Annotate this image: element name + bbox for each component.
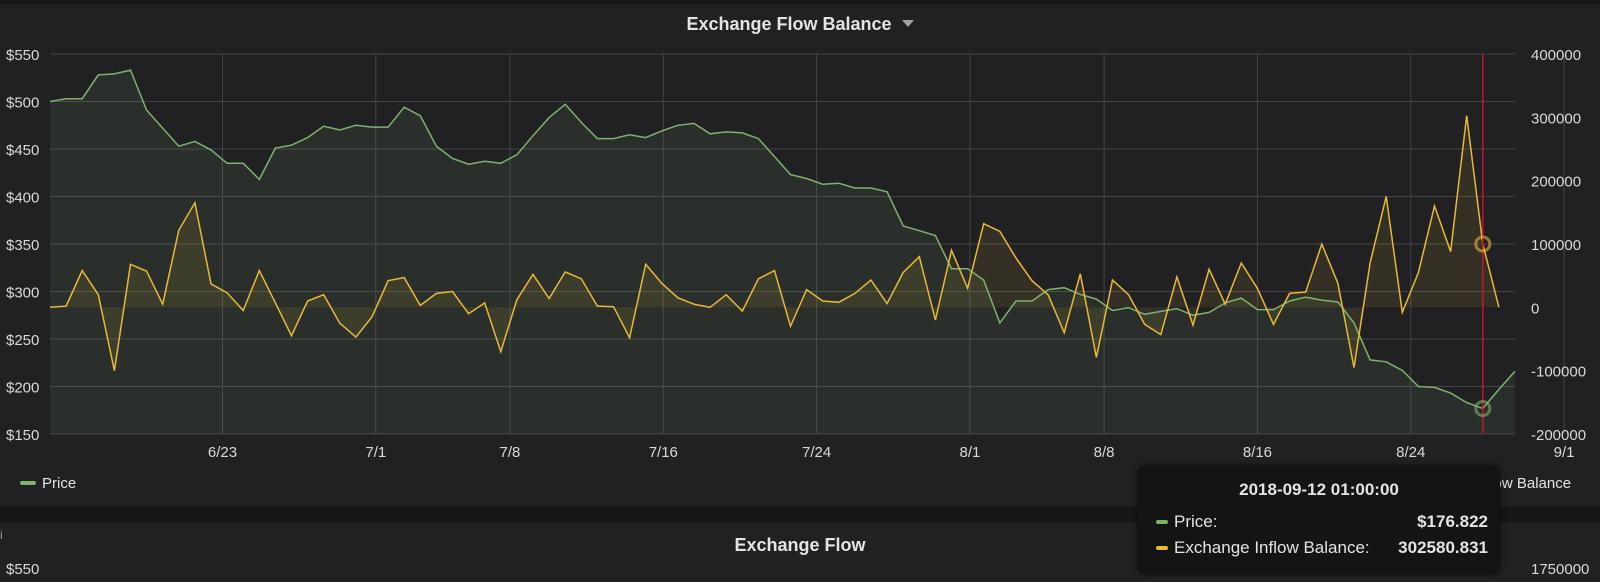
- legend-price-label: Price: [42, 475, 77, 492]
- x-tick-label: 8/1: [960, 444, 981, 461]
- right-tick-label: -100000: [1531, 364, 1586, 381]
- left-tick-label: $350: [6, 237, 39, 254]
- tooltip-inflow-label: Exchange Inflow Balance:: [1174, 538, 1370, 557]
- x-tick-label: 7/8: [500, 444, 521, 461]
- right-axis-ticks: -200000 -100000 0 100000 200000 300000 400000: [1531, 47, 1586, 444]
- x-tick-label: 9/1: [1554, 444, 1575, 461]
- info-icon[interactable]: i: [0, 528, 3, 542]
- chart-svg[interactable]: $150 $200 $250 $300 $350 $400 $450 $500 $550 -20…: [0, 0, 1600, 506]
- panel-title-text[interactable]: Exchange Flow Balance: [686, 14, 892, 34]
- left-tick-label: $300: [6, 285, 39, 302]
- x-tick-label: 7/16: [649, 444, 678, 461]
- legend-inflow-label: flow Balance: [1486, 475, 1572, 492]
- x-tick-label: 6/23: [208, 444, 237, 461]
- x-tick-label: 8/16: [1243, 444, 1272, 461]
- right-tick-label: -200000: [1531, 427, 1586, 444]
- left-tick-label: $200: [6, 380, 39, 397]
- panel-title[interactable]: Exchange Flow Balance: [0, 14, 1600, 35]
- chevron-down-icon[interactable]: [901, 19, 914, 27]
- tooltip-row-inflow: Exchange Inflow Balance: 302580.831: [1156, 538, 1488, 558]
- tooltip-price-value: $176.822: [1417, 512, 1488, 531]
- legend-item-price[interactable]: Price: [20, 475, 76, 492]
- grid-lines: [50, 53, 1565, 435]
- series-line-0: [49, 69, 1516, 410]
- series-line-1: [49, 115, 1500, 371]
- right-tick-label: 400000: [1531, 47, 1581, 64]
- price-swatch: [20, 481, 36, 486]
- hover-tooltip: 2018-09-12 01:00:00 Price: $176.822 Exch…: [1138, 466, 1500, 574]
- right-tick-label: 300000: [1531, 110, 1581, 127]
- price-hover-point: [1474, 400, 1492, 418]
- tooltip-inflow-swatch: [1156, 545, 1168, 550]
- tooltip-price-swatch: [1156, 519, 1168, 524]
- left-tick-label: $400: [6, 190, 39, 207]
- right-tick-label: 100000: [1531, 237, 1581, 254]
- series-lines: [49, 69, 1516, 410]
- left-tick-label: $450: [6, 142, 39, 159]
- x-tick-label: 7/24: [802, 444, 831, 461]
- exchange-flow-balance-panel: [0, 4, 1600, 506]
- inflow-hover-point: [1474, 235, 1492, 253]
- x-tick-label: 8/24: [1396, 444, 1425, 461]
- right-tick-label: 0: [1531, 300, 1539, 317]
- series-area-0: [50, 70, 1515, 434]
- x-tick-label: 8/8: [1094, 444, 1115, 461]
- tooltip-price-label: Price:: [1174, 512, 1218, 531]
- panel2-left-tick: $550: [6, 561, 40, 578]
- left-tick-label: $250: [6, 332, 39, 349]
- tooltip-row-price: Price: $176.822: [1156, 512, 1488, 532]
- right-tick-label: 200000: [1531, 174, 1581, 191]
- x-tick-label: 7/1: [365, 444, 386, 461]
- left-tick-label: $150: [6, 427, 39, 444]
- left-axis-ticks: $150 $200 $250 $300 $350 $400 $450 $500 $550: [6, 47, 39, 444]
- legend-item-inflow[interactable]: flow Balance: [1486, 475, 1571, 492]
- panel2-title[interactable]: Exchange Flow: [734, 535, 866, 555]
- left-tick-label: $500: [6, 95, 39, 112]
- tooltip-inflow-value: 302580.831: [1398, 538, 1488, 557]
- x-axis-ticks: 6/237/17/87/167/248/18/88/168/249/19/8: [208, 444, 1575, 461]
- left-tick-label: $550: [6, 47, 39, 64]
- panel2-right-tick: 1750000: [1531, 561, 1590, 578]
- tooltip-date: 2018-09-12 01:00:00: [1239, 480, 1399, 499]
- series-areas: [50, 70, 1515, 434]
- hover-marker: [1474, 54, 1492, 434]
- series-area-1: [50, 115, 1499, 371]
